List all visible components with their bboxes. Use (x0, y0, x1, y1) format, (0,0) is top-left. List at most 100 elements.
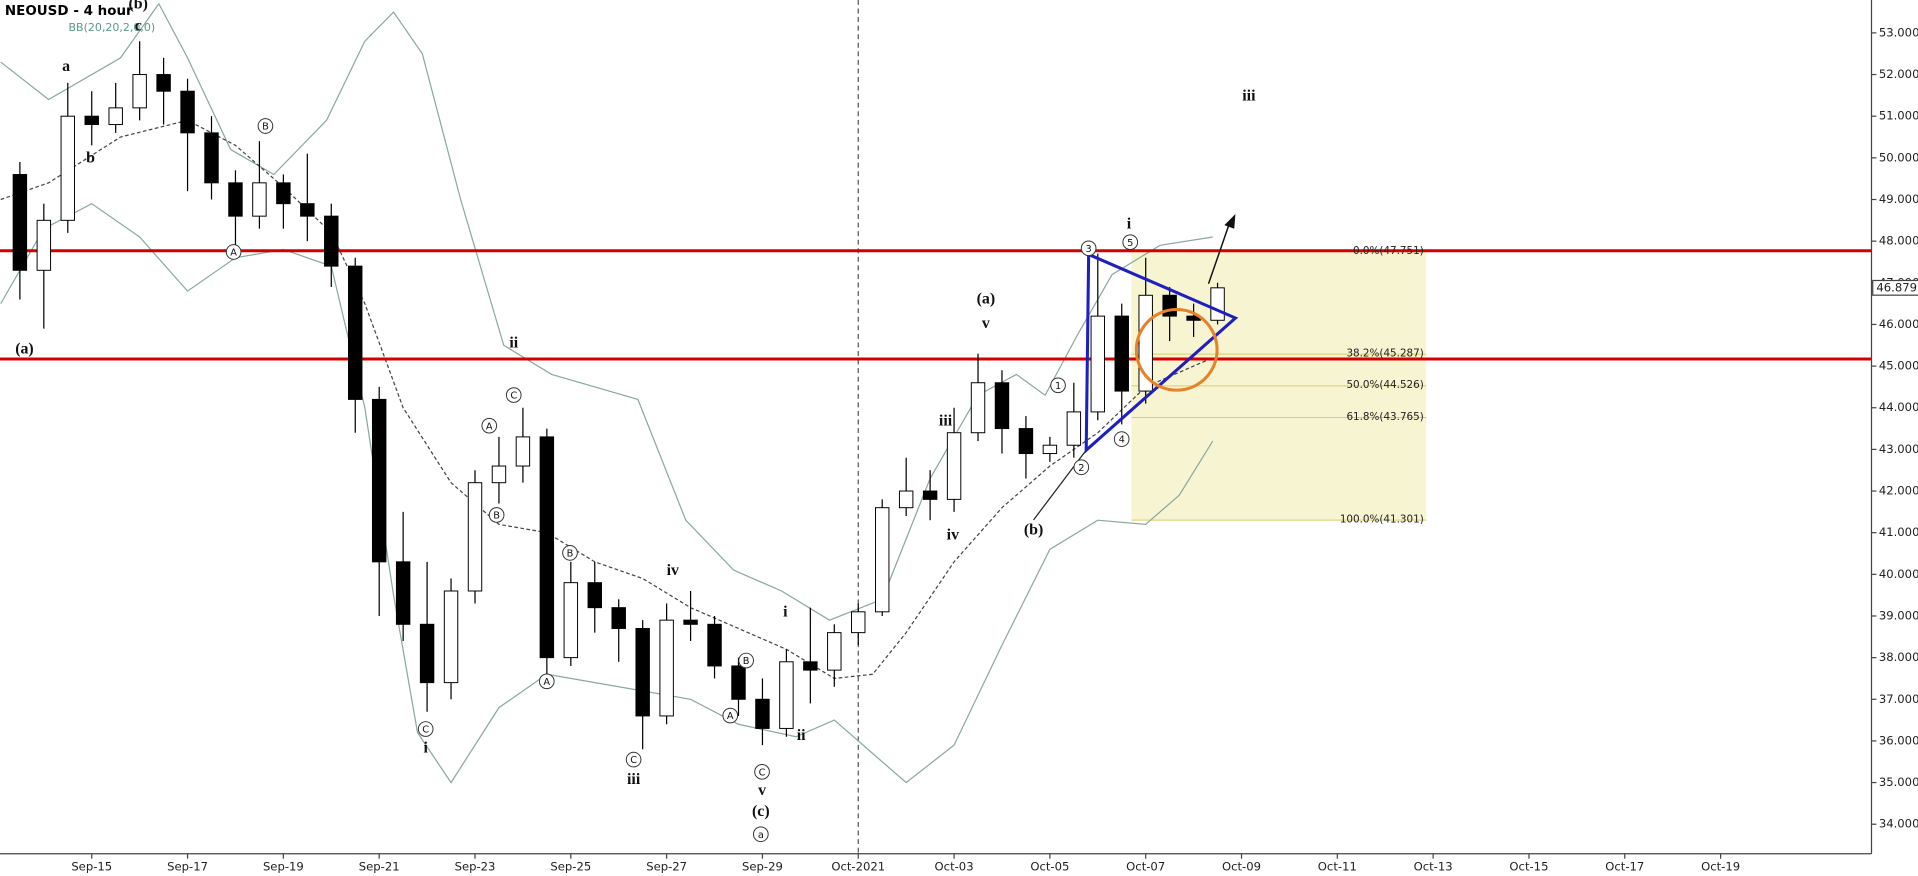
fib-label: 50.0%(44.526) (1346, 379, 1423, 391)
wave-label: A (543, 677, 550, 688)
x-tick-label: Sep-15 (71, 860, 112, 874)
wave-label: A (727, 711, 734, 722)
y-tick-label: 53.000 (1879, 25, 1918, 39)
x-tick-label: Sep-23 (455, 860, 496, 874)
wave-circle (538, 673, 555, 690)
wave-label: (c) (752, 803, 770, 820)
candle-body (827, 632, 842, 671)
wave-label: iv (947, 526, 959, 543)
fib-label: 100.0%(41.301) (1340, 514, 1424, 526)
wave-circle (1122, 234, 1139, 251)
candle-body (36, 219, 52, 271)
wave-circle (1080, 240, 1097, 257)
y-tick-label: 41.000 (1879, 525, 1918, 539)
wave-circle (738, 652, 754, 669)
chart-title: NEOUSD (5, 4, 69, 19)
background-layer (857, 0, 1427, 854)
wave-label: 5 (1127, 238, 1133, 249)
wave-circle (1113, 431, 1130, 447)
x-tick-label: Oct-17 (1605, 860, 1644, 874)
y-tick-label: 37.000 (1879, 692, 1918, 706)
candle-body (539, 436, 555, 659)
candle-body (683, 619, 698, 625)
candle-body (12, 174, 28, 271)
candle-body (60, 115, 76, 221)
candle-body (108, 107, 123, 126)
y-tick-label: 46.000 (1879, 317, 1918, 331)
y-tick-label: 48.000 (1879, 234, 1918, 248)
data-layer (0, 2, 1872, 784)
candle-body (731, 665, 746, 700)
wave-label: ii (509, 334, 518, 351)
wave-circle (1050, 377, 1066, 394)
wave-circle (753, 826, 769, 843)
x-tick-label: Oct-09 (1222, 860, 1261, 874)
wave-label: B (743, 656, 750, 667)
wave-label: i (1127, 216, 1132, 233)
y-tick-label: 49.000 (1879, 192, 1918, 206)
candle-body (587, 582, 602, 609)
candle-body (874, 507, 890, 613)
x-tick-label: Oct-19 (1701, 860, 1740, 874)
y-tick-label: 43.000 (1879, 442, 1918, 456)
y-tick-label: 40.000 (1879, 567, 1918, 581)
y-tick-label: 44.000 (1879, 400, 1918, 414)
wave-circle (225, 244, 242, 260)
candle-body (1090, 315, 1106, 413)
candle-body (970, 382, 986, 434)
wave-label: A (230, 248, 237, 259)
candle-body (898, 490, 914, 509)
wave-circle (417, 721, 434, 737)
x-tick-label: Sep-27 (646, 860, 687, 874)
wave-label: iii (1242, 87, 1256, 104)
y-tick-label: 45.000 (1879, 359, 1918, 373)
candle-body (515, 436, 531, 467)
candle-body (1042, 444, 1058, 455)
wave-circle (481, 417, 498, 434)
candle-body (851, 611, 866, 634)
candle-body (611, 607, 626, 629)
candle-body (348, 265, 363, 400)
x-tick-label: Oct-2021 (831, 860, 885, 874)
arrow-head (1224, 214, 1236, 229)
candle-body (252, 182, 267, 217)
wave-label: C (422, 725, 429, 736)
candle-body (635, 627, 650, 717)
wave-circle (1073, 459, 1090, 476)
y-tick-label: 39.000 (1879, 608, 1918, 622)
bollinger-band (0, 202, 1214, 784)
x-tick-label: Oct-11 (1318, 860, 1357, 874)
candle-body (491, 465, 507, 484)
triangle-pattern (1084, 252, 1239, 454)
candle-body (803, 661, 818, 671)
candle-body (395, 561, 411, 625)
candle-body (156, 74, 171, 92)
candle-body (228, 182, 243, 217)
wave-circle (562, 545, 578, 561)
wave-label: iv (667, 562, 679, 579)
candle-body (467, 482, 483, 592)
candle-body (922, 490, 938, 500)
wave-label: iii (627, 771, 641, 788)
bollinger-band (0, 2, 1213, 621)
candle-body (371, 398, 387, 563)
wave-label: 4 (1119, 435, 1125, 446)
wave-label: (a) (977, 290, 996, 307)
candle-body (300, 203, 315, 217)
candle-body (1018, 428, 1034, 455)
label-layer: NEOUSD - 4 hour BB(20,20,2,0,0) 0.0%(47.… (5, 0, 1918, 874)
wave-label: B (262, 122, 269, 133)
x-tick-label: Sep-17 (167, 860, 208, 874)
x-tick-label: Oct-03 (935, 860, 974, 874)
y-tick-label: 50.000 (1879, 150, 1918, 164)
wave-label: 2 (1078, 463, 1084, 474)
x-tick-label: Oct-13 (1414, 860, 1453, 874)
price-tag (1872, 279, 1918, 296)
y-tick-label: 42.000 (1879, 484, 1918, 498)
y-tick-label: 34.000 (1879, 817, 1918, 831)
y-tick-label: 38.000 (1879, 650, 1918, 664)
x-tick-label: Oct-15 (1509, 860, 1548, 874)
wave-label: C (630, 755, 637, 766)
